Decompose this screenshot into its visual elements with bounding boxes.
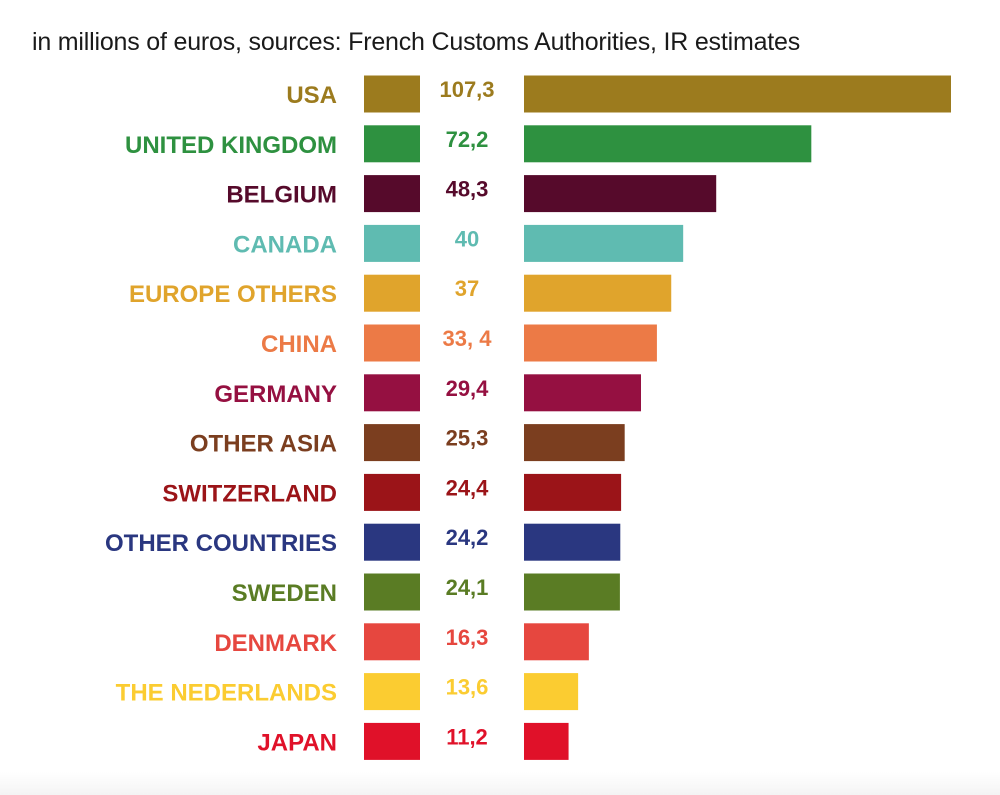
value-label-switzerland: 24,4 — [446, 475, 490, 500]
bar-germany — [524, 374, 641, 412]
category-label-belgium: BELGIUM — [226, 182, 337, 209]
color-swatch-switzerland — [364, 473, 420, 511]
bar-sweden — [524, 573, 620, 611]
value-label-usa: 107,3 — [439, 77, 494, 102]
category-label-united-kingdom: UNITED KINGDOM — [125, 132, 337, 159]
bottom-edge — [0, 772, 1000, 795]
color-swatch-denmark — [364, 623, 420, 661]
color-swatch-belgium — [364, 175, 420, 213]
value-label-sweden: 24,1 — [446, 575, 489, 600]
value-label-the-nederlands: 13,6 — [446, 675, 489, 700]
value-label-china: 33, 4 — [443, 326, 493, 351]
color-swatch-the-nederlands — [364, 673, 420, 711]
value-label-other-countries: 24,2 — [446, 525, 489, 550]
category-label-canada: CANADA — [233, 231, 337, 258]
category-label-europe-others: EUROPE OTHERS — [129, 281, 337, 308]
category-label-germany: GERMANY — [214, 381, 337, 408]
bar-the-nederlands — [524, 673, 579, 711]
value-label-belgium: 48,3 — [446, 177, 489, 202]
bar-other-countries — [524, 523, 621, 561]
bar-denmark — [524, 623, 589, 661]
color-swatch-japan — [364, 722, 420, 760]
bar-china — [524, 324, 657, 362]
color-swatch-usa — [364, 75, 420, 113]
value-label-united-kingdom: 72,2 — [446, 127, 489, 152]
value-label-europe-others: 37 — [455, 276, 479, 301]
bar-usa — [524, 75, 951, 113]
value-label-other-asia: 25,3 — [446, 426, 489, 451]
bar-japan — [524, 722, 569, 760]
color-swatch-canada — [364, 224, 420, 262]
chart-subtitle: in millions of euros, sources: French Cu… — [32, 28, 801, 56]
category-label-usa: USA — [286, 82, 337, 109]
category-label-other-asia: OTHER ASIA — [190, 431, 337, 458]
value-label-denmark: 16,3 — [446, 625, 489, 650]
color-swatch-other-asia — [364, 424, 420, 462]
chart-rows: USA 107,3 UNITED KINGDOM 72,2 BELGIUM 48,3 CAN… — [105, 75, 951, 760]
category-label-switzerland: SWITZERLAND — [162, 480, 337, 507]
color-swatch-sweden — [364, 573, 420, 611]
bar-united-kingdom — [524, 125, 812, 163]
value-label-canada: 40 — [455, 226, 479, 251]
value-label-japan: 11,2 — [446, 724, 488, 749]
category-label-sweden: SWEDEN — [232, 580, 337, 607]
bar-other-asia — [524, 424, 625, 462]
color-swatch-germany — [364, 374, 420, 412]
category-label-other-countries: OTHER COUNTRIES — [105, 530, 337, 557]
bar-canada — [524, 224, 684, 262]
value-label-germany: 29,4 — [446, 376, 490, 401]
category-label-denmark: DENMARK — [214, 630, 337, 657]
bar-belgium — [524, 175, 717, 213]
color-swatch-other-countries — [364, 523, 420, 561]
bar-switzerland — [524, 473, 622, 511]
category-label-the-nederlands: THE NEDERLANDS — [116, 680, 337, 707]
color-swatch-europe-others — [364, 274, 420, 312]
color-swatch-united-kingdom — [364, 125, 420, 163]
category-label-china: CHINA — [261, 331, 337, 358]
category-label-japan: JAPAN — [257, 729, 337, 756]
bar-europe-others — [524, 274, 672, 312]
color-swatch-china — [364, 324, 420, 362]
